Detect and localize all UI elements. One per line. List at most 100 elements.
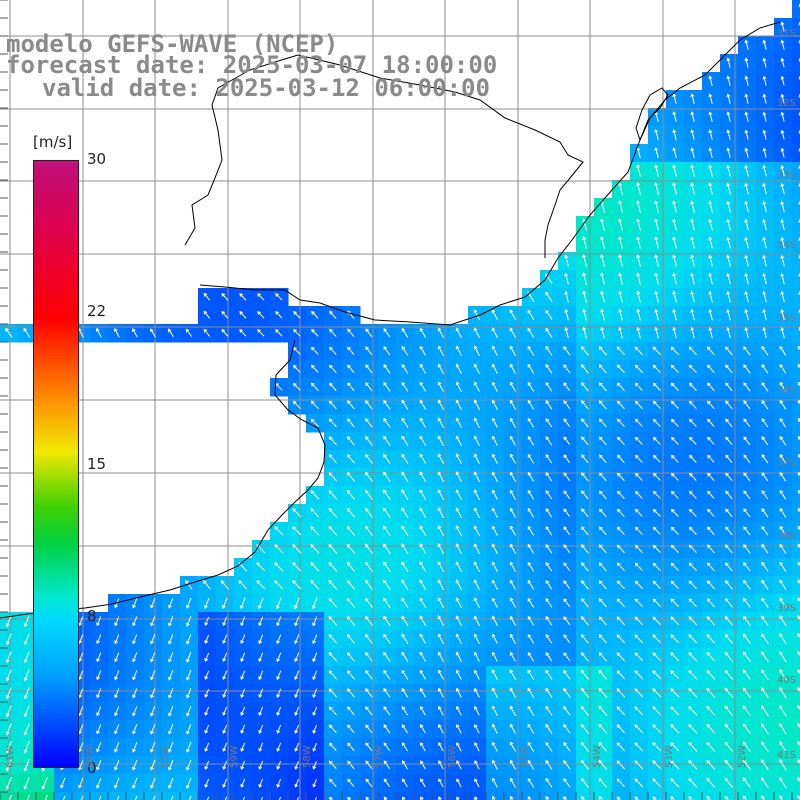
wind-arrow: [491, 651, 498, 662]
field-cell: [792, 792, 800, 800]
wind-arrow: [509, 435, 516, 446]
wind-arrow: [312, 688, 318, 699]
wind-arrow: [563, 759, 571, 770]
wind-arrow: [473, 597, 480, 608]
field-cell: [792, 558, 800, 577]
wind-arrow: [242, 796, 246, 800]
wind-arrow: [634, 796, 639, 800]
wind-arrow: [780, 111, 785, 122]
wind-arrow: [491, 741, 498, 752]
wind-arrow: [420, 760, 426, 770]
wind-arrow: [780, 308, 785, 321]
wind-arrow: [708, 326, 713, 339]
wind-arrow: [706, 777, 716, 788]
field-cell: [756, 792, 775, 800]
wind-arrow: [5, 759, 12, 772]
wind-arrow: [725, 436, 733, 446]
wind-arrow: [634, 472, 643, 481]
wind-arrow: [743, 454, 751, 464]
lon-label: 53W: [664, 745, 675, 768]
wind-arrow: [114, 706, 120, 717]
wind-arrow: [618, 254, 623, 267]
wind-arrow: [743, 436, 751, 446]
wind-arrow: [616, 796, 621, 800]
wind-arrow: [402, 778, 408, 788]
wind-arrow: [473, 615, 480, 626]
lon-label: 61W: [5, 745, 16, 768]
wind-arrow: [185, 328, 193, 337]
wind-arrow: [491, 417, 498, 428]
wind-arrow: [491, 543, 498, 554]
field-cell: [792, 342, 800, 361]
wind-arrow: [761, 454, 769, 464]
wind-arrow: [437, 363, 444, 374]
wind-arrow: [150, 759, 156, 771]
wind-arrow: [96, 724, 102, 735]
wind-arrow: [455, 543, 463, 555]
wind-arrow: [618, 236, 623, 250]
wind-arrow: [779, 669, 787, 681]
wind-arrow: [706, 651, 716, 662]
wind-arrow: [652, 472, 661, 481]
wind-arrow: [654, 272, 659, 285]
wind-arrow: [365, 328, 373, 338]
wind-arrow: [582, 326, 587, 339]
wind-arrow: [636, 200, 642, 214]
wind-arrow: [742, 777, 752, 789]
lat-label: 36S: [776, 385, 796, 396]
wind-arrow: [5, 687, 12, 700]
wind-arrow: [706, 795, 711, 800]
field-cell: [792, 576, 800, 595]
wind-arrow: [509, 525, 516, 536]
wind-arrow: [473, 435, 480, 446]
wind-arrow: [41, 776, 48, 790]
wind-arrow: [762, 326, 767, 339]
wind-arrow: [328, 508, 338, 518]
wind-arrow: [401, 633, 409, 644]
wind-arrow: [654, 218, 659, 231]
wind-arrow: [491, 525, 498, 536]
wind-arrow: [438, 760, 444, 770]
wind-arrow: [96, 742, 102, 753]
wind-arrow: [150, 634, 156, 645]
wind-arrow: [670, 760, 680, 770]
wind-arrow: [203, 580, 211, 590]
wind-arrow: [204, 724, 210, 734]
wind-arrow: [383, 525, 391, 537]
wind-arrow: [383, 328, 391, 338]
border-east: [297, 54, 584, 258]
wind-arrow: [168, 634, 174, 645]
wind-arrow: [725, 472, 733, 482]
wind-arrow: [328, 454, 338, 464]
wind-arrow: [634, 742, 644, 752]
field-cell: [558, 792, 577, 800]
wind-arrow: [365, 346, 373, 356]
wind-arrow: [23, 669, 30, 682]
lon-label: 55W: [520, 745, 531, 768]
wind-arrow: [581, 418, 589, 428]
wind-arrow: [329, 760, 337, 770]
wind-arrow: [762, 147, 767, 158]
wind-arrow: [618, 200, 624, 214]
wind-arrow: [383, 724, 391, 734]
wind-arrow: [580, 705, 590, 716]
wind-arrow: [365, 688, 373, 698]
wind-arrow: [761, 651, 769, 663]
wind-arrow: [581, 382, 589, 392]
field-cell: [0, 792, 19, 800]
wind-arrow: [96, 760, 102, 771]
field-cell: [720, 792, 739, 800]
wind-arrow: [346, 652, 355, 662]
wind-arrow: [437, 669, 444, 680]
wind-arrow: [329, 364, 337, 373]
wind-arrow: [706, 759, 716, 770]
lat-label: 37S: [776, 458, 796, 469]
wind-arrow: [167, 777, 174, 789]
wind-arrow: [743, 400, 751, 410]
wind-arrows: [5, 3, 800, 800]
wind-arrow: [688, 346, 697, 356]
wind-arrow: [312, 742, 318, 752]
wind-arrow: [78, 778, 84, 789]
wind-arrow: [724, 580, 733, 590]
wind-arrow: [60, 778, 66, 789]
